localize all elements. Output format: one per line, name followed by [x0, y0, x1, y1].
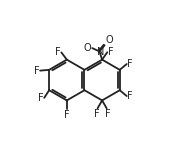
- Text: F: F: [105, 109, 110, 119]
- Text: F: F: [127, 91, 133, 101]
- Text: F: F: [64, 110, 70, 120]
- Text: O: O: [84, 43, 92, 53]
- Text: F: F: [38, 93, 44, 103]
- Text: F: F: [127, 59, 133, 69]
- Text: F: F: [34, 66, 40, 76]
- Text: O: O: [105, 35, 113, 45]
- Text: F: F: [55, 47, 61, 57]
- Text: F: F: [94, 109, 100, 119]
- Text: F: F: [108, 47, 113, 57]
- Text: N: N: [97, 47, 105, 57]
